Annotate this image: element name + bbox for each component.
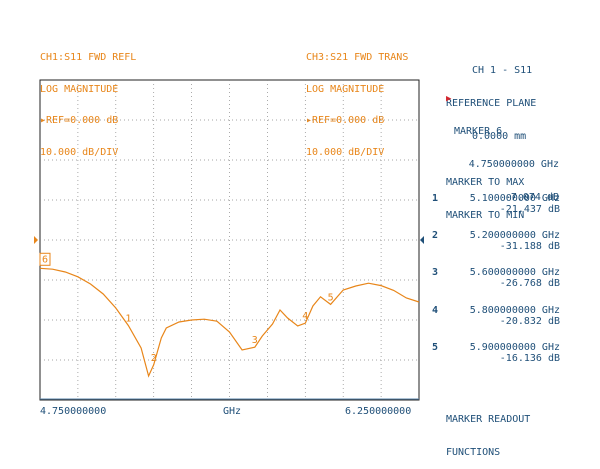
channel1-header: CH1:S11 FWD REFL LOG MAGNITUDE ▸REF=0.00… bbox=[40, 32, 136, 169]
marker-5-number: 5 bbox=[432, 342, 439, 353]
x-axis-start-label: 4.750000000 bbox=[40, 406, 107, 417]
x-axis-stop-label: 6.250000000 bbox=[345, 406, 412, 417]
readout-line-1: MARKER READOUT bbox=[446, 414, 531, 425]
channel1-scale: 10.000 dB/DIV bbox=[40, 146, 119, 158]
marker-2-value: -31.188 dB bbox=[499, 241, 560, 252]
active-pointer-icon: ▶ bbox=[446, 94, 452, 104]
active-marker-value: -7.074 dB bbox=[504, 192, 559, 203]
marker-4-number: 4 bbox=[432, 305, 439, 316]
marker-2-frequency: 5.200000000 GHz bbox=[469, 230, 560, 241]
marker-3-value: -26.768 dB bbox=[499, 278, 560, 289]
marker-flag-2[interactable]: 2 bbox=[151, 353, 157, 364]
active-marker-button[interactable]: ▶ MARKER 6 4.750000000 GHz -7.074 dB bbox=[446, 93, 559, 214]
marker-flag-3[interactable]: 3 bbox=[252, 335, 258, 346]
s11-trace-line bbox=[39, 267, 420, 378]
marker-5-value: -16.136 dB bbox=[499, 353, 560, 364]
marker-flag-4[interactable]: 4 bbox=[302, 311, 308, 322]
channel3-scale: 10.000 dB/DIV bbox=[306, 146, 385, 158]
marker-to-min-button[interactable]: MARKER TO MIN bbox=[446, 210, 525, 221]
reference-plane-label: REFERENCE PLANE bbox=[446, 98, 537, 109]
channel-info-panel: CH 1 - S11 REFERENCE PLANE 0.0000 mm bbox=[446, 43, 536, 153]
marker-5-frequency: 5.900000000 GHz bbox=[469, 342, 560, 353]
marker-2-number: 2 bbox=[432, 230, 439, 241]
active-marker-label: MARKER 6 bbox=[454, 126, 503, 137]
channel1-title: CH1:S11 FWD REFL bbox=[40, 52, 137, 63]
x-axis-unit-label: GHz bbox=[223, 406, 242, 417]
marker-1-value: -21.437 dB bbox=[499, 204, 560, 215]
channel3-reference: ▸REF=0.000 dB bbox=[306, 115, 385, 126]
marker-flag-5[interactable]: 5 bbox=[328, 292, 334, 303]
active-marker-box bbox=[39, 252, 51, 266]
active-marker-frequency: 4.750000000 GHz bbox=[468, 159, 559, 170]
plot-grid bbox=[40, 80, 419, 400]
marker-4-frequency: 5.800000000 GHz bbox=[469, 305, 560, 316]
marker-to-max-button[interactable]: MARKER TO MAX bbox=[446, 177, 525, 188]
marker-3-number: 3 bbox=[432, 267, 439, 278]
marker-3-frequency: 5.600000000 GHz bbox=[469, 267, 560, 278]
channel-label: CH 1 - S11 bbox=[472, 65, 533, 76]
channel1-reference: ▸REF=0.000 dB bbox=[40, 115, 119, 126]
reference-left-pointer-icon[interactable] bbox=[34, 236, 38, 244]
reference-plane-value: 0.0000 mm bbox=[472, 131, 527, 142]
marker-1-frequency: 5.100000000 GHz bbox=[469, 193, 560, 204]
marker-1-number: 1 bbox=[432, 193, 439, 204]
trace-plot[interactable]: 6 1 2 3 4 5 bbox=[0, 0, 600, 450]
reference-right-pointer-icon[interactable] bbox=[420, 236, 424, 244]
channel3-format: LOG MAGNITUDE bbox=[306, 83, 385, 95]
marker-4-value: -20.832 dB bbox=[499, 316, 560, 327]
marker-search-menu: MARKER TO MAX MARKER TO MIN bbox=[446, 155, 524, 232]
channel1-format: LOG MAGNITUDE bbox=[40, 83, 119, 95]
channel3-title: CH3:S21 FWD TRANS bbox=[306, 52, 409, 63]
channel3-header: CH3:S21 FWD TRANS LOG MAGNITUDE ▸REF=0.0… bbox=[306, 32, 408, 169]
marker-flag-6[interactable]: 6 bbox=[42, 254, 48, 265]
marker-flag-1[interactable]: 1 bbox=[125, 314, 131, 325]
